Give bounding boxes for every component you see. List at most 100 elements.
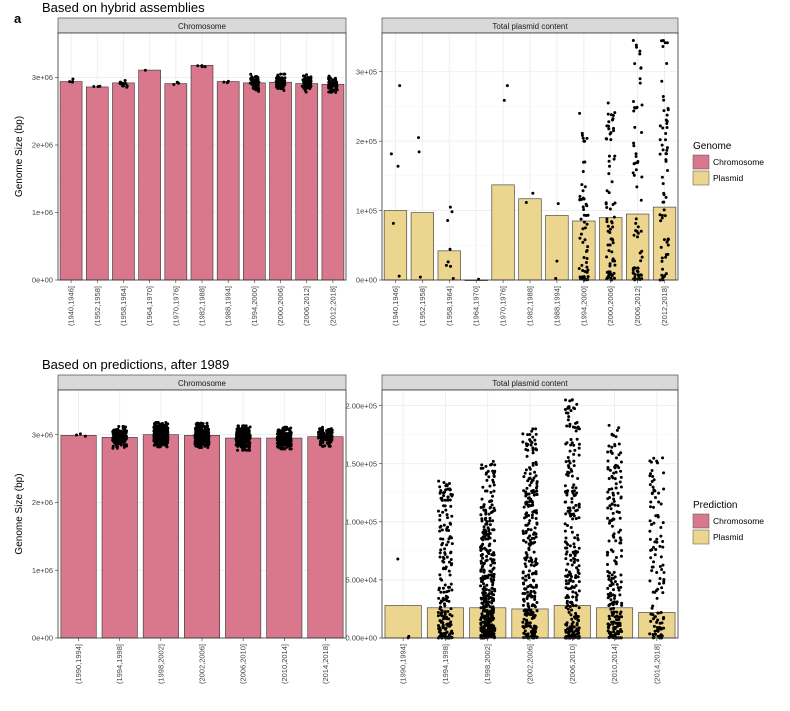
data-point [491,618,495,622]
data-point [605,206,609,210]
data-point [528,500,532,504]
legend-label-plasmid: Plasmid [713,532,744,542]
data-point [662,487,666,491]
data-point [658,544,662,548]
data-point [564,557,568,561]
data-point [447,569,451,573]
data-point [121,84,125,88]
data-point [123,79,127,83]
data-point [443,552,447,556]
data-point [200,64,204,68]
data-point [583,226,587,230]
data-point [610,487,614,491]
data-point [577,564,581,568]
data-point [532,490,536,494]
bar [85,86,109,281]
data-point [607,273,611,277]
data-point [657,491,661,495]
data-point [616,624,620,628]
data-point [492,474,496,478]
data-point [608,571,612,575]
bar [410,212,434,281]
data-point [632,162,636,166]
facet-strip-label: Chromosome [178,379,227,388]
data-point [442,494,446,498]
data-point [528,483,532,487]
data-point [608,227,612,231]
data-point [125,85,129,89]
data-point [564,489,568,493]
y-tick-label: 0.00e+00 [346,634,378,643]
section-title-predictions: Based on predictions, after 1989 [42,357,229,372]
data-point [582,256,586,260]
data-point [439,620,443,624]
data-point [632,109,636,113]
data-point [651,474,655,478]
chart-hybrid-chromosome: Chromosome 0e+00 1e+06 2e+06 3e+06 (1940,1946… [14,17,347,326]
data-point [320,444,324,448]
data-point [524,551,528,555]
data-point [606,506,610,510]
data-point [606,466,610,470]
data-point [449,504,453,508]
data-point [440,528,444,532]
data-point [438,551,442,555]
data-point [564,536,568,540]
data-point [613,466,617,470]
data-point [321,431,325,435]
data-point [609,450,613,454]
data-point [533,540,537,544]
data-point [280,447,284,451]
data-point [563,522,567,526]
data-point [236,442,240,446]
data-point [604,201,608,205]
data-point [525,555,529,559]
data-point [568,605,572,609]
x-tick-label: (1998,2002] [156,644,165,684]
data-point [577,427,581,431]
data-point [529,481,533,485]
data-point [581,268,585,272]
data-point [634,229,638,233]
data-point [567,415,571,419]
data-point [521,576,525,580]
data-point [649,505,653,509]
data-point [120,430,124,434]
data-point [484,574,488,578]
data-point [611,241,615,245]
data-point [235,436,239,440]
data-point [446,525,450,529]
data-point [441,586,445,590]
data-point [661,182,665,186]
data-point [330,83,334,87]
data-point [526,527,530,531]
data-point [648,537,652,541]
data-point [444,484,448,488]
data-point [611,511,615,515]
data-point [610,502,614,506]
data-point [195,428,199,432]
data-point [531,586,535,590]
data-point [573,575,577,579]
data-point [567,610,571,614]
data-point [567,631,571,635]
data-point [486,549,490,553]
data-point [256,82,260,86]
data-point [564,579,568,583]
data-point [608,264,612,268]
data-point [331,78,335,82]
data-point [612,497,616,501]
data-point [491,553,495,557]
data-point [492,624,496,628]
data-point [448,622,452,626]
data-point [616,491,620,495]
data-point [653,496,657,500]
data-point [640,103,644,107]
data-point [490,592,494,596]
data-point [447,589,451,593]
data-point [634,168,638,172]
data-point [665,148,669,152]
x-tick-label: (1988,1994] [552,286,561,326]
data-point [609,579,613,583]
data-point [662,471,666,475]
